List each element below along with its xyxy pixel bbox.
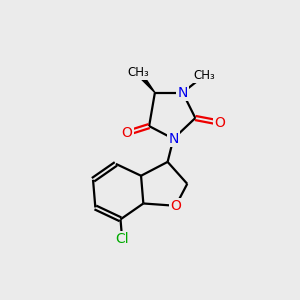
Polygon shape [137,71,155,93]
Text: CH₃: CH₃ [194,69,215,82]
Text: CH₃: CH₃ [128,67,150,80]
Text: O: O [170,199,181,213]
Text: Cl: Cl [115,232,129,246]
Text: O: O [122,126,133,140]
Text: O: O [214,116,225,130]
Text: N: N [177,85,188,100]
Text: N: N [168,132,178,146]
